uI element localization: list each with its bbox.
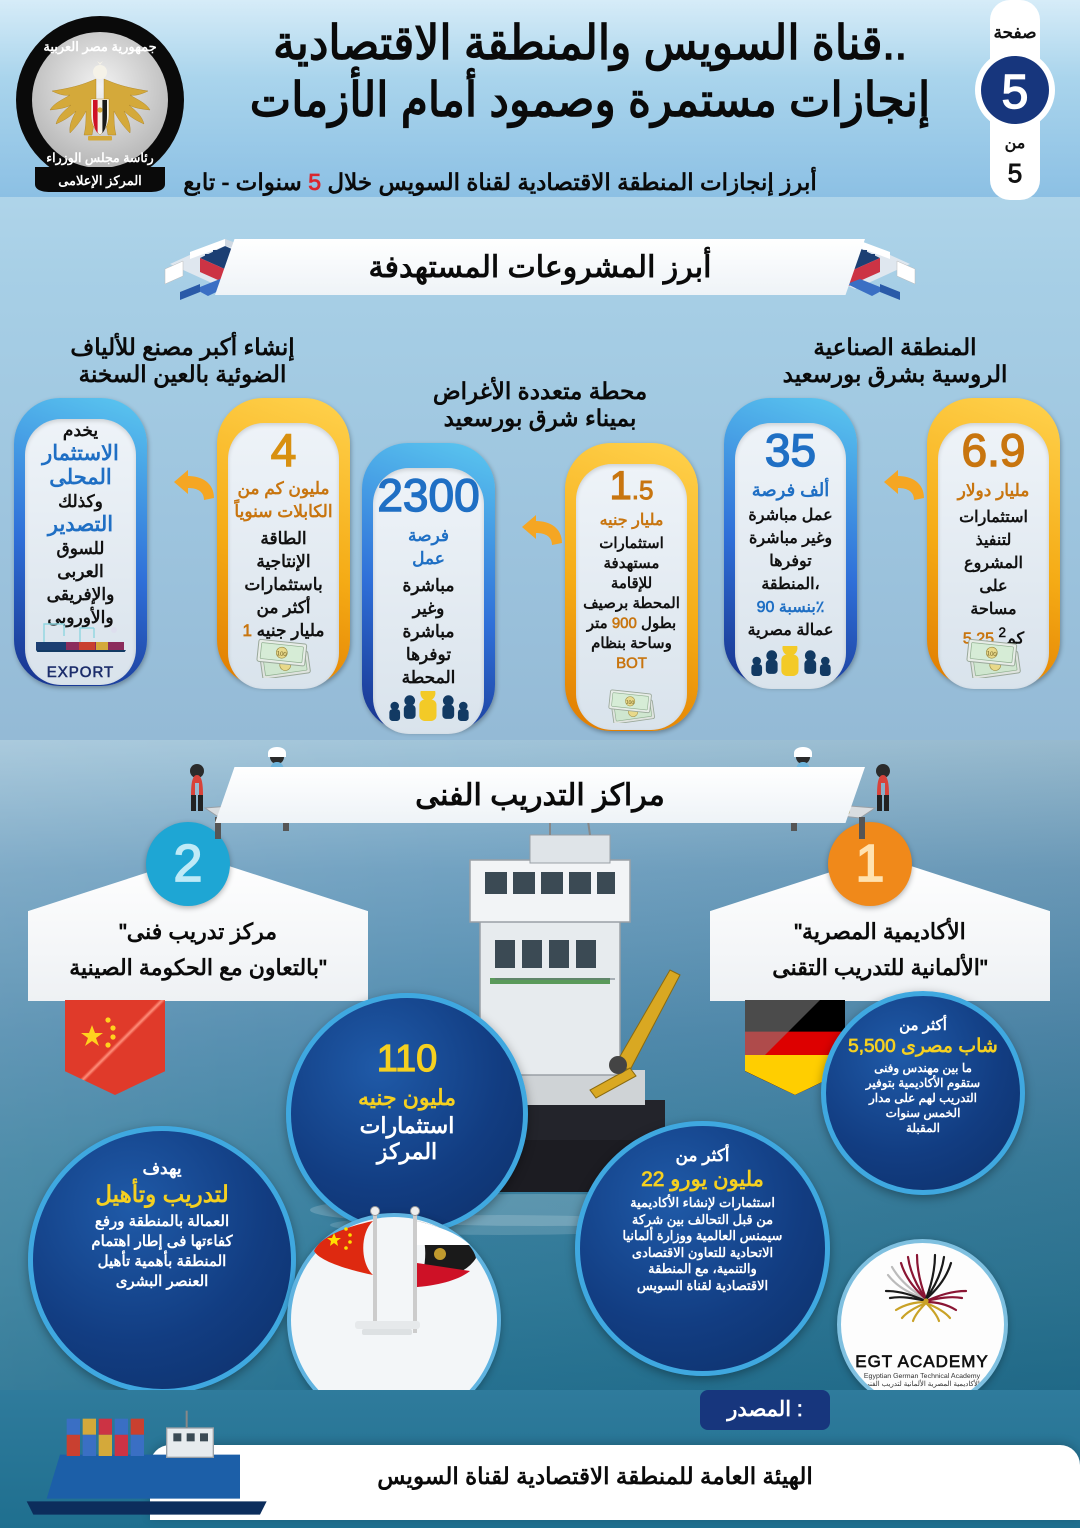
svg-text:5: 5 xyxy=(1002,66,1029,119)
svg-text:5: 5 xyxy=(1008,158,1022,188)
svg-text:من: من xyxy=(1005,135,1026,153)
svg-text:صفحة: صفحة xyxy=(993,23,1036,42)
svg-text:جمهورية مصر العربية: جمهورية مصر العربية xyxy=(43,39,156,55)
